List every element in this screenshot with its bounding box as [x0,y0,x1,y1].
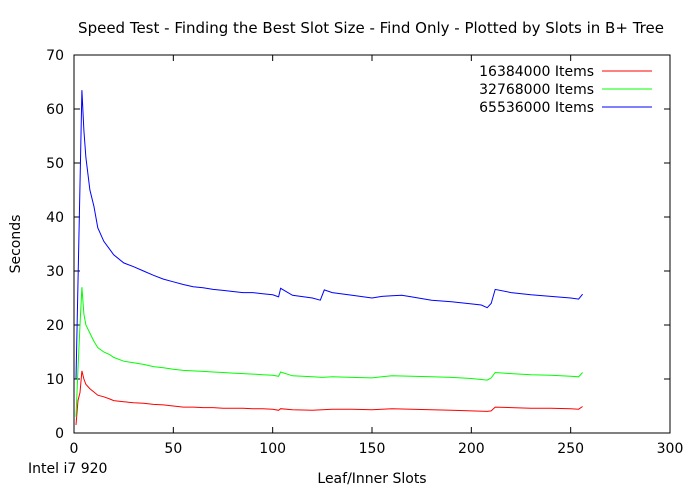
legend-label: 65536000 Items [479,100,594,116]
series-line-3 [75,90,583,380]
y-tick-label: 40 [46,210,64,226]
series-line-1 [75,370,583,425]
y-tick-label: 60 [46,102,64,118]
series-layer [75,90,583,425]
x-tick-label: 300 [657,441,684,457]
legend-label: 32768000 Items [479,82,594,98]
x-tick-label: 0 [70,441,79,457]
x-tick-label: 50 [164,441,182,457]
y-tick-label: 0 [55,426,64,442]
x-tick-label: 250 [557,441,584,457]
y-tick-label: 20 [46,318,64,334]
x-tick-label: 200 [458,441,485,457]
y-tick-label: 10 [46,372,64,388]
legend-label: 16384000 Items [479,64,594,80]
axis-ticks: 0 50 100 150 200 250 300 0 10 20 30 40 50 60 70 [46,48,683,457]
footnote-label: Intel i7 920 [28,461,107,477]
chart-title: Speed Test - Finding the Best Slot Size … [78,19,664,37]
x-tick-label: 100 [259,441,286,457]
y-tick-label: 50 [46,156,64,172]
x-axis-label: Leaf/Inner Slots [317,471,426,487]
y-tick-label: 70 [46,48,64,64]
y-tick-label: 30 [46,264,64,280]
legend: 16384000 Items 32768000 Items 65536000 Ite… [479,64,652,116]
y-axis-label: Seconds [8,215,24,274]
series-line-2 [75,287,583,417]
x-tick-label: 150 [359,441,386,457]
